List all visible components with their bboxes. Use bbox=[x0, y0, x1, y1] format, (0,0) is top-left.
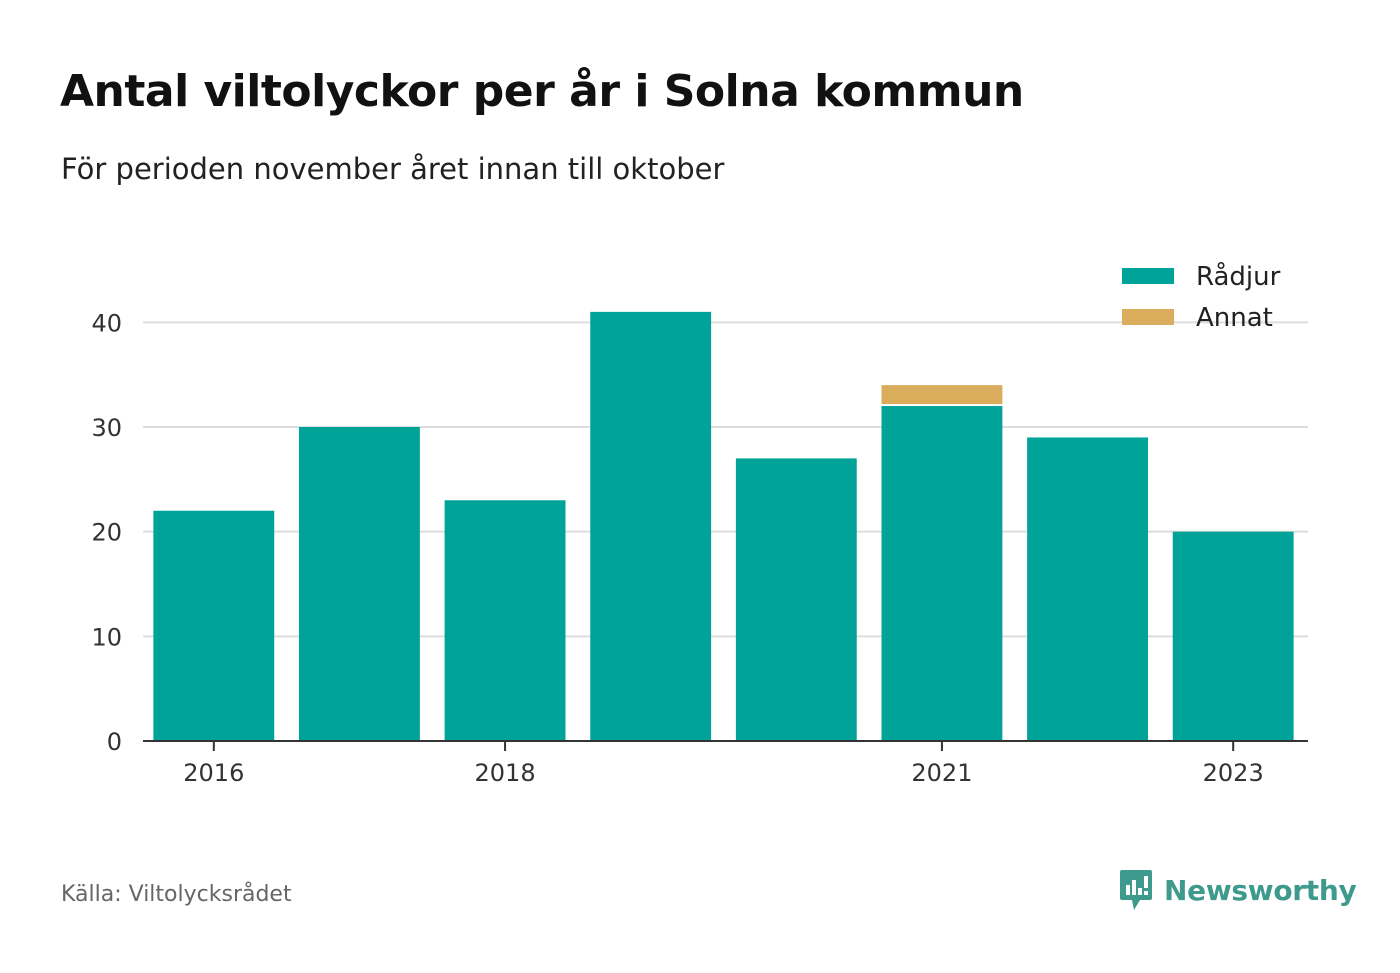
y-tick-label: 40 bbox=[91, 309, 122, 337]
bar-annat-2021 bbox=[881, 385, 1003, 405]
bar-rådjur-2018 bbox=[444, 500, 566, 741]
bars bbox=[153, 311, 1294, 741]
legend-swatch-rådjur bbox=[1122, 268, 1174, 284]
y-tick-label: 0 bbox=[107, 728, 122, 756]
bar-rådjur-2016 bbox=[153, 510, 275, 741]
bar-rådjur-2019 bbox=[590, 311, 712, 741]
legend-label-annat: Annat bbox=[1196, 303, 1273, 333]
brand-logo: Newsworthy bbox=[1118, 868, 1357, 912]
bar-rådjur-2020 bbox=[735, 458, 857, 741]
bar-rådjur-2022 bbox=[1027, 437, 1148, 741]
bar-rådjur-2017 bbox=[299, 427, 420, 741]
x-tick-label: 2018 bbox=[475, 759, 536, 787]
legend-swatch-annat bbox=[1122, 309, 1174, 325]
x-tick-label: 2016 bbox=[183, 759, 244, 787]
legend: Rådjur Annat bbox=[1122, 261, 1281, 333]
source-note: Källa: Viltolycksrådet bbox=[61, 882, 292, 907]
y-tick-label: 10 bbox=[91, 623, 122, 651]
x-tick-label: 2023 bbox=[1203, 759, 1264, 787]
y-tick-label: 20 bbox=[91, 519, 122, 547]
x-axis: 2016 2018 2021 2023 bbox=[143, 740, 1308, 787]
y-axis-ticks: 0 10 20 30 40 bbox=[91, 309, 122, 756]
x-tick-label: 2021 bbox=[911, 759, 972, 787]
legend-label-rådjur: Rådjur bbox=[1196, 261, 1281, 292]
bar-rådjur-2023 bbox=[1172, 531, 1294, 741]
bar-rådjur-2021 bbox=[881, 406, 1003, 741]
chart-subtitle: För perioden november året innan till ok… bbox=[61, 152, 725, 186]
chart-title: Antal viltolyckor per år i Solna kommun bbox=[60, 66, 1024, 117]
y-tick-label: 30 bbox=[91, 414, 122, 442]
newsworthy-logo-icon bbox=[1120, 870, 1152, 910]
brand-name: Newsworthy bbox=[1164, 873, 1357, 907]
